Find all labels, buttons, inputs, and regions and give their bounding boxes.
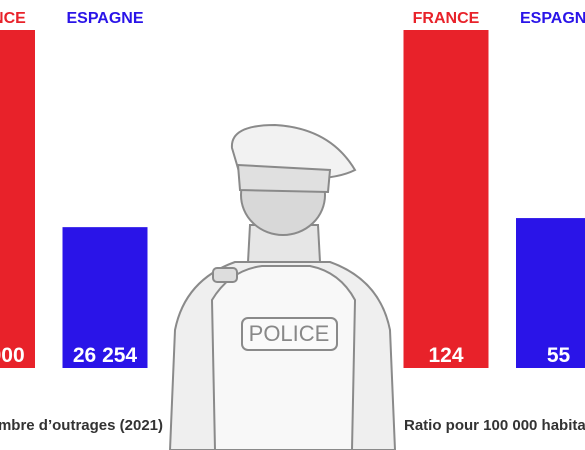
chart-caption: Nombre d’outrages (2021) [0,417,163,434]
category-label: ESPAGNE [66,10,143,27]
charts: FRANCE 63 000 ESPAGNE 26 254 Nombre d’outrag… [0,10,585,434]
bar [516,218,585,368]
value-label: 26 254 [73,344,138,367]
category-label: ESPAGNE [520,10,585,27]
vest-label: POLICE [249,321,330,346]
bar [0,30,35,368]
bar [62,227,148,368]
police-illustration: POLICE [168,123,397,450]
chart-caption: Ratio pour 100 000 habitants [404,417,585,434]
bar [403,30,489,368]
category-label: FRANCE [0,10,26,27]
value-label: 55 [547,344,571,367]
value-label: 124 [428,344,463,367]
value-label: 63 000 [0,344,25,367]
category-label: FRANCE [413,10,480,27]
